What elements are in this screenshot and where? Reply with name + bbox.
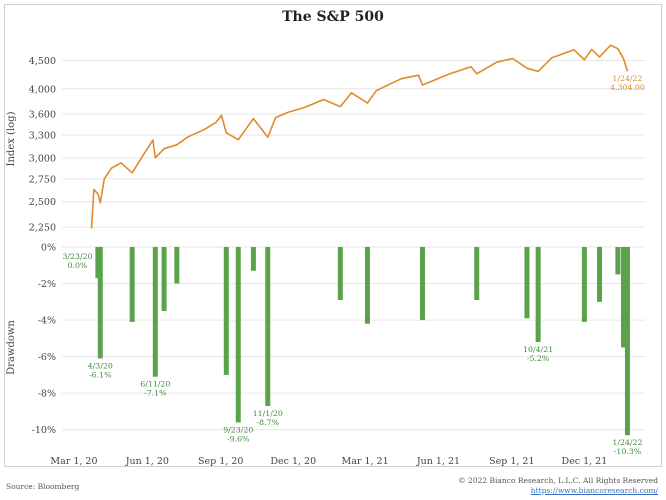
y-tick-label: 0% [41, 243, 56, 254]
y-axis-label: Drawdown [6, 320, 17, 375]
drawdown-bar [337, 247, 343, 300]
copyright-block: © 2022 Bianco Research, L.L.C. All Right… [458, 476, 658, 496]
annotation-value: -8.7% [257, 418, 279, 427]
drawdown-bar [250, 247, 256, 271]
y-tick-label: 2,500 [29, 197, 56, 208]
drawdown-bar [474, 247, 480, 300]
annotation-value: -6.1% [89, 370, 111, 379]
y-tick-label: 3,300 [29, 131, 56, 142]
drawdown-bar [581, 247, 587, 322]
annotation-value: 0.0% [68, 261, 88, 270]
annotation-date: 3/23/20 [62, 252, 92, 261]
annotation-value: 4,304.00 [610, 83, 645, 92]
y-tick-label: 3,600 [29, 110, 56, 121]
drawdown-bar [129, 247, 135, 322]
x-tick-label: Jun 1, 21 [416, 456, 460, 467]
y-tick-label: -8% [38, 389, 56, 400]
annotation-date: 1/24/22 [612, 438, 642, 447]
annotation-date: 10/4/21 [523, 345, 553, 354]
annotation-value: -7.1% [144, 389, 166, 398]
source-note: Source: Bloomberg [6, 482, 80, 491]
drawdown-bar [265, 247, 271, 406]
annotation-date: 6/11/20 [140, 380, 170, 389]
x-tick-label: Jun 1, 20 [125, 456, 169, 467]
drawdown-bar [615, 247, 621, 275]
drawdown-bar [419, 247, 425, 321]
drawdown-bar [235, 247, 241, 423]
sp500-line [90, 44, 629, 229]
y-tick-label: -2% [38, 279, 56, 290]
annotation-date: 4/3/20 [88, 361, 113, 370]
chart-title: The S&P 500 [282, 9, 384, 25]
drawdown-bar [364, 247, 370, 324]
y-axis-label: Index (log) [6, 111, 17, 166]
annotation-value: -5.2% [527, 354, 549, 363]
x-tick-label: Sep 1, 21 [489, 456, 534, 467]
x-tick-label: Dec 1, 20 [270, 456, 316, 467]
annotation-date: 11/1/20 [253, 409, 283, 418]
annotation-value: -10.3% [614, 447, 641, 456]
drawdown-bar [97, 247, 103, 359]
annotation-date: 1/24/22 [612, 74, 642, 83]
y-tick-label: -4% [38, 316, 56, 327]
y-tick-label: 2,250 [29, 223, 56, 234]
x-tick-label: Mar 1, 20 [50, 456, 97, 467]
y-tick-label: 4,000 [29, 84, 56, 95]
drawdown-bar [174, 247, 180, 284]
y-tick-label: 4,500 [29, 56, 56, 67]
drawdown-bar [535, 247, 541, 343]
annotation-date: 9/23/20 [223, 425, 253, 434]
drawdown-bar [620, 247, 626, 348]
x-tick-label: Sep 1, 20 [198, 456, 243, 467]
y-tick-label: 3,000 [29, 153, 56, 164]
drawdown-bar [624, 247, 630, 436]
drawdown-bar [161, 247, 167, 311]
x-tick-label: Dec 1, 21 [562, 456, 608, 467]
chart-frame [4, 4, 662, 467]
drawdown-bar [597, 247, 603, 302]
drawdown-bar [223, 247, 229, 375]
y-tick-label: -10% [32, 425, 56, 436]
x-tick-label: Mar 1, 21 [342, 456, 389, 467]
website-link[interactable]: https://www.biancoresearch.com/ [530, 486, 658, 495]
y-tick-label: -6% [38, 352, 56, 363]
drawdown-bar [152, 247, 158, 377]
y-tick-label: 2,750 [29, 174, 56, 185]
copyright-text: © 2022 Bianco Research, L.L.C. All Right… [458, 476, 658, 485]
drawdown-bar [524, 247, 530, 319]
annotation-value: -9.6% [227, 434, 249, 443]
